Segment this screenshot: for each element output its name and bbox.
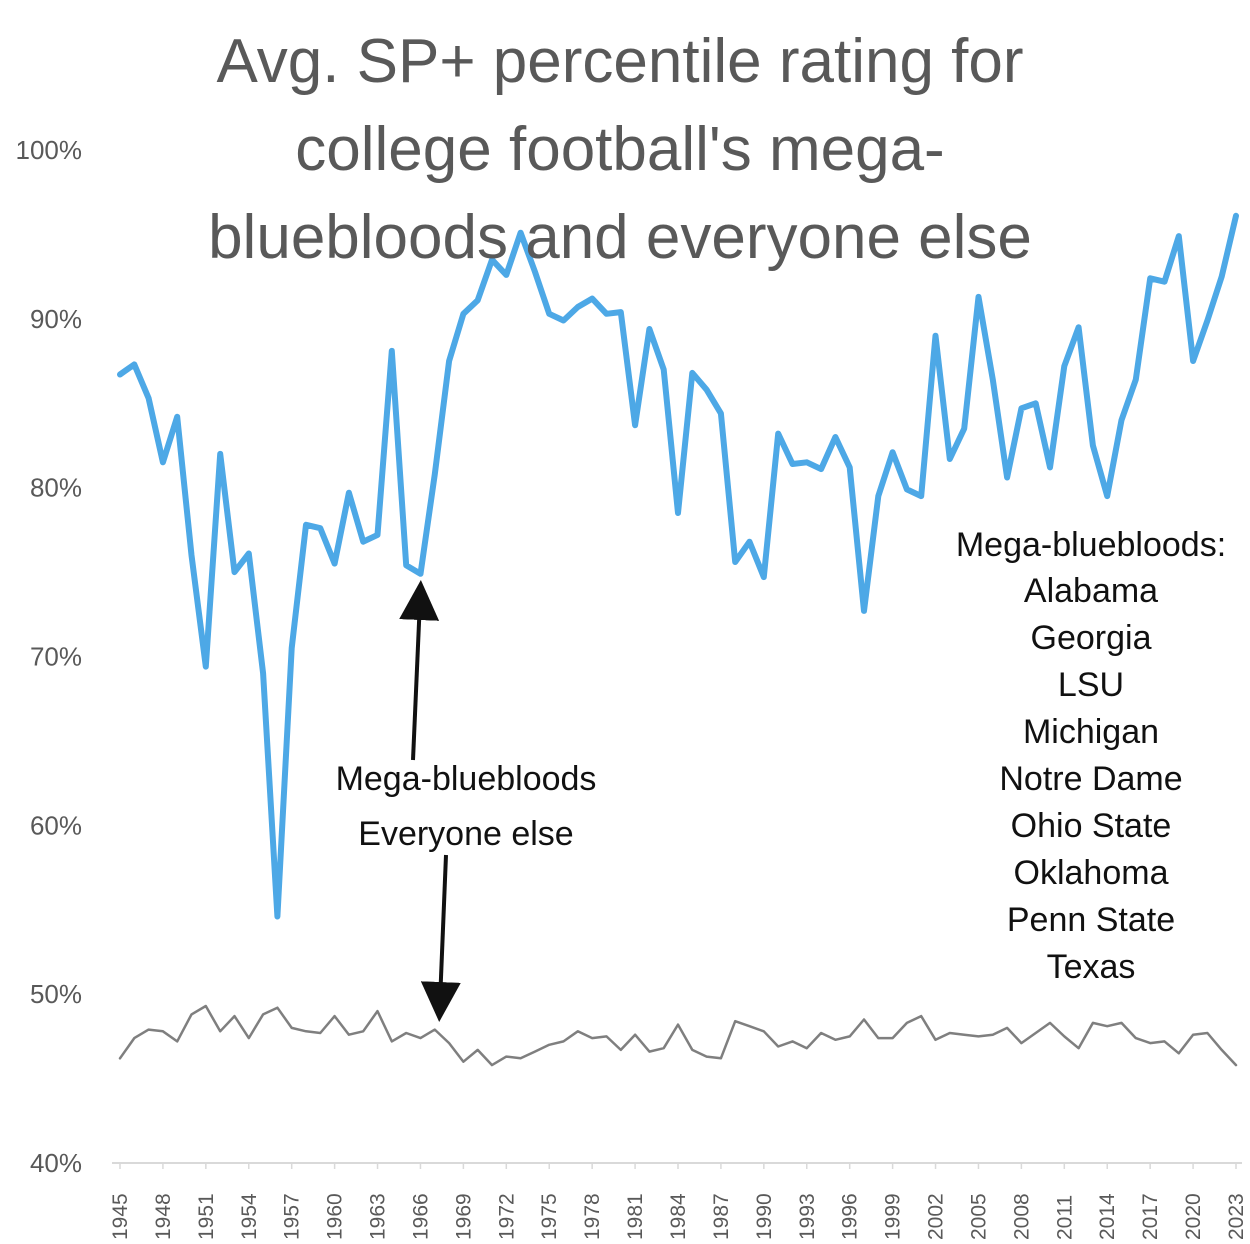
series-line-everyone-else [118, 1004, 1238, 1067]
mega-bluebloods-list-item: Penn State [1007, 901, 1175, 939]
chart-title-line-3: bluebloods and everyone else [208, 203, 1032, 272]
x-tick-label: 1969 [452, 1193, 475, 1240]
mega-bluebloods-list-item: Notre Dame [999, 760, 1182, 798]
x-tick-label: 1945 [109, 1193, 132, 1240]
x-tick-label: 1981 [624, 1193, 647, 1240]
y-tick-label: 70% [30, 642, 82, 672]
x-tick-label: 1960 [324, 1193, 347, 1240]
mega-bluebloods-list-item: Georgia [1031, 619, 1152, 657]
x-tick-label: 1978 [581, 1193, 604, 1240]
y-tick-label: 50% [30, 979, 82, 1009]
x-tick-label: 1963 [367, 1193, 390, 1240]
mega-bluebloods-list-item: Michigan [1023, 713, 1159, 751]
arrow-to-mega-bluebloods [399, 580, 440, 761]
x-tick-label: 1972 [495, 1193, 518, 1240]
x-tick-label: 1996 [839, 1193, 862, 1240]
series-line-mega-bluebloods [117, 212, 1239, 920]
chart-title-line-1: Avg. SP+ percentile rating for [216, 27, 1023, 96]
mega-bluebloods-list-item: Texas [1047, 948, 1136, 986]
x-tick-label: 2005 [967, 1193, 990, 1240]
x-tick-label: 2011 [1053, 1195, 1076, 1240]
y-tick-label: 40% [30, 1148, 82, 1178]
chart-title-line-2: college football's mega- [295, 115, 944, 184]
x-tick-label: 1990 [753, 1193, 776, 1240]
x-axis-ticks: 1945 1948 1951 1954 1957 1960 1963 1966 1969 1972… [109, 1163, 1248, 1240]
arrow-label-everyone-else: Everyone else [358, 815, 573, 853]
y-axis-ticks: 40% 50% 60% 70% 80% 90% 100% [16, 135, 83, 1178]
x-tick-label: 1951 [195, 1193, 218, 1240]
chart-title: Avg. SP+ percentile rating for college f… [208, 27, 1032, 272]
x-tick-label: 1975 [538, 1193, 561, 1240]
x-tick-label: 1966 [409, 1193, 432, 1240]
x-tick-label: 1984 [667, 1193, 690, 1240]
x-tick-label: 2020 [1182, 1193, 1205, 1240]
x-tick-label: 1948 [152, 1193, 175, 1240]
x-tick-label: 1999 [882, 1193, 905, 1240]
arrow-label-mega-bluebloods: Mega-bluebloods [336, 760, 597, 798]
y-tick-label: 60% [30, 810, 82, 840]
x-tick-label: 2002 [925, 1193, 948, 1240]
series-lines [117, 212, 1239, 1067]
mega-bluebloods-list-item: LSU [1058, 666, 1124, 704]
mega-bluebloods-list-item: Alabama [1024, 572, 1158, 610]
mega-bluebloods-list-item: Ohio State [1011, 807, 1172, 845]
x-tick-label: 2014 [1096, 1193, 1119, 1240]
x-tick-label: 2017 [1139, 1193, 1162, 1240]
x-tick-label: 1987 [710, 1193, 733, 1240]
y-tick-label: 90% [30, 304, 82, 334]
x-tick-label: 2023 [1225, 1193, 1248, 1240]
mega-bluebloods-list: Alabama Georgia LSU Michigan Notre Dame Ohio … [999, 572, 1182, 986]
y-tick-label: 80% [30, 473, 82, 503]
x-tick-label: 1993 [796, 1193, 819, 1240]
y-tick-label: 100% [16, 135, 83, 165]
arrow-to-everyone-else [420, 854, 461, 1022]
x-tick-label: 1957 [281, 1193, 304, 1240]
x-tick-label: 2008 [1010, 1193, 1033, 1240]
mega-bluebloods-list-item: Oklahoma [1014, 854, 1169, 892]
x-tick-label: 1954 [238, 1193, 261, 1240]
mega-bluebloods-list-heading: Mega-bluebloods: [956, 526, 1226, 564]
annotations: Mega-bluebloods Everyone else Mega-blueb… [336, 526, 1226, 1022]
